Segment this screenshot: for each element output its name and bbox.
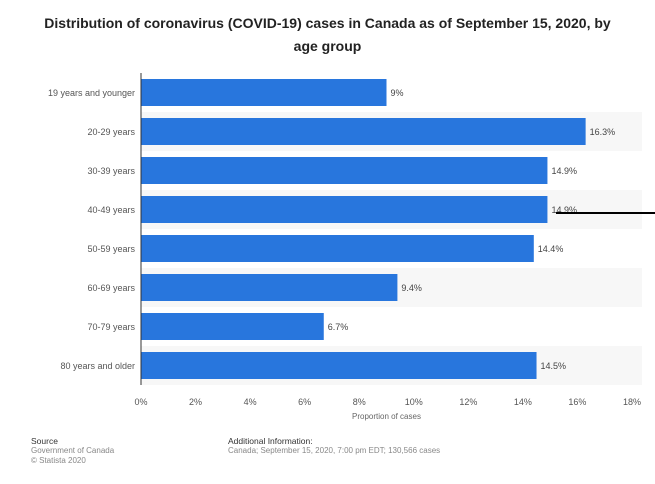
source-heading: Source	[31, 436, 58, 446]
bar[interactable]	[141, 196, 548, 223]
x-tick-label: 14%	[514, 397, 532, 407]
x-tick-label: 16%	[568, 397, 586, 407]
category-label: 40-49 years	[87, 205, 135, 215]
chart-title: Distribution of coronavirus (COVID-19) c…	[44, 15, 611, 54]
annotation-line	[556, 212, 655, 214]
bar[interactable]	[141, 274, 398, 301]
bar[interactable]	[141, 118, 586, 145]
bar[interactable]	[141, 235, 534, 262]
additional-info-text: Canada; September 15, 2020, 7:00 pm EDT;…	[228, 446, 441, 455]
value-label: 9.4%	[401, 283, 422, 293]
value-label: 14.9%	[551, 205, 577, 215]
category-label: 80 years and older	[60, 361, 135, 371]
value-label: 6.7%	[328, 322, 349, 332]
x-tick-label: 6%	[298, 397, 311, 407]
x-tick-label: 10%	[405, 397, 423, 407]
bar-chart: 19 years and younger 9% 20-29 years 16.3% 30…	[48, 73, 642, 421]
additional-info-block: Additional Information: Canada; Septembe…	[228, 436, 440, 456]
category-label: 19 years and younger	[48, 88, 135, 98]
category-label: 70-79 years	[87, 322, 135, 332]
value-label: 14.4%	[538, 244, 564, 254]
bar[interactable]	[141, 313, 324, 340]
additional-info-heading: Additional Information:	[228, 436, 313, 446]
category-label: 60-69 years	[87, 283, 135, 293]
category-label: 30-39 years	[87, 166, 135, 176]
x-tick-label: 2%	[189, 397, 202, 407]
source-text[interactable]: Government of Canada	[31, 446, 115, 455]
bar[interactable]	[141, 157, 548, 184]
value-label: 14.5%	[541, 361, 567, 371]
bar[interactable]	[141, 352, 537, 379]
category-label: 20-29 years	[87, 127, 135, 137]
value-label: 14.9%	[551, 166, 577, 176]
x-tick-label: 12%	[459, 397, 477, 407]
category-label: 50-59 years	[87, 244, 135, 254]
value-label: 9%	[391, 88, 404, 98]
x-tick-label: 4%	[244, 397, 257, 407]
source-block: Source Government of Canada © Statista 2…	[31, 436, 114, 466]
x-axis-title: Proportion of cases	[352, 412, 421, 421]
x-tick-label: 8%	[353, 397, 366, 407]
copyright-text[interactable]: © Statista 2020	[31, 456, 86, 465]
bar[interactable]	[141, 79, 387, 106]
value-label: 16.3%	[590, 127, 616, 137]
x-tick-label: 18%	[623, 397, 641, 407]
x-tick-label: 0%	[134, 397, 147, 407]
